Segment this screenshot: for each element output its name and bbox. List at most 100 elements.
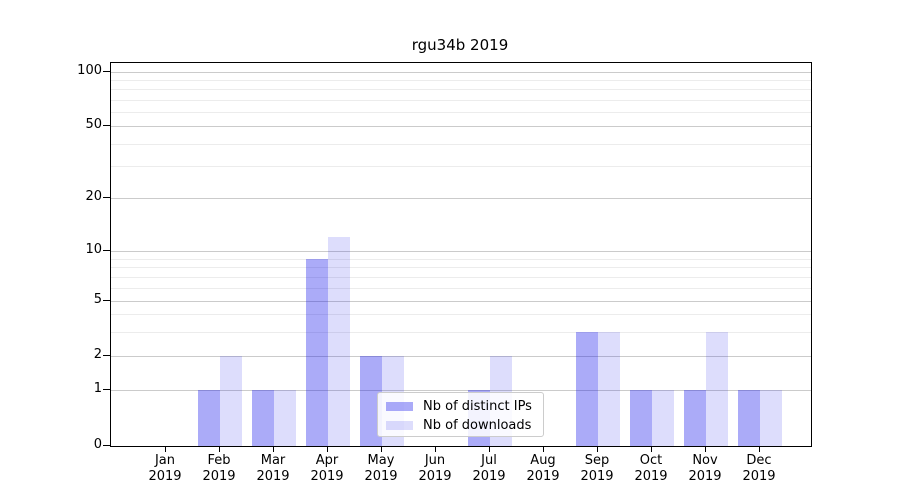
y-axis-tick-label: 5 (93, 292, 102, 307)
bar-distinct-ips (576, 331, 598, 446)
legend: Nb of distinct IPs Nb of downloads (377, 392, 544, 437)
x-axis-tick-label: Sep 2019 (565, 453, 629, 484)
x-axis-year-text: 2019 (202, 468, 236, 484)
gridline-major (111, 72, 811, 73)
legend-swatch-downloads (386, 421, 413, 430)
bar-downloads (706, 331, 728, 446)
legend-swatch-distinct-ips (386, 402, 413, 411)
x-axis-year-text: 2019 (580, 468, 614, 484)
x-tick-mark (165, 446, 166, 452)
y-tick-mark (103, 445, 110, 446)
gridline-minor (111, 89, 811, 91)
x-axis-year-text: 2019 (148, 468, 182, 484)
x-axis-month-text: Nov (692, 453, 718, 468)
bar-distinct-ips (684, 390, 706, 446)
bar-distinct-ips (306, 258, 328, 446)
x-tick-mark (273, 446, 274, 452)
x-axis-tick-label: Aug 2019 (511, 453, 575, 484)
x-tick-mark (381, 446, 382, 452)
y-axis-tick-label: 2 (93, 347, 102, 362)
x-axis-year-text: 2019 (418, 468, 452, 484)
gridline-minor (111, 287, 811, 289)
bar-downloads (760, 390, 782, 446)
x-axis-tick-label: Mar 2019 (241, 453, 305, 484)
x-axis-year-text: 2019 (526, 468, 560, 484)
y-axis-tick-label: 20 (85, 189, 102, 204)
x-axis-tick-label: Oct 2019 (619, 453, 683, 484)
chart-title: rgu34b 2019 (411, 36, 509, 54)
x-axis-month-text: Jun (424, 453, 446, 468)
gridline-major (111, 301, 811, 302)
y-axis-tick-label: 10 (85, 242, 102, 257)
gridline-minor (111, 331, 811, 333)
bar-distinct-ips (252, 390, 274, 446)
x-axis-year-text: 2019 (634, 468, 668, 484)
bar-distinct-ips (630, 390, 652, 446)
x-axis-month-text: Sep (584, 453, 610, 468)
x-axis-tick-label: Feb 2019 (187, 453, 251, 484)
bar-distinct-ips (198, 390, 220, 446)
x-tick-mark (597, 446, 598, 452)
legend-row: Nb of downloads (378, 416, 543, 435)
y-tick-mark (103, 250, 110, 251)
gridline-minor (111, 166, 811, 168)
x-tick-mark (759, 446, 760, 452)
x-tick-mark (219, 446, 220, 452)
gridline-major (111, 356, 811, 357)
gridline-minor (111, 267, 811, 269)
x-axis-year-text: 2019 (256, 468, 290, 484)
bar-distinct-ips (738, 390, 760, 446)
y-tick-mark (103, 197, 110, 198)
x-axis-year-text: 2019 (310, 468, 344, 484)
x-axis-tick-label: Jan 2019 (133, 453, 197, 484)
gridline-major (111, 390, 811, 391)
gridline-minor (111, 99, 811, 101)
bar-downloads (652, 390, 674, 446)
x-axis-month-text: Dec (746, 453, 772, 468)
x-axis-tick-label: Jun 2019 (403, 453, 467, 484)
x-axis-tick-label: Dec 2019 (727, 453, 791, 484)
x-axis-month-text: Aug (530, 453, 556, 468)
y-axis-tick-label: 100 (77, 63, 102, 78)
x-axis-year-text: 2019 (472, 468, 506, 484)
gridline-minor (111, 143, 811, 145)
bar-distinct-ips (360, 356, 382, 446)
x-axis-year-text: 2019 (742, 468, 776, 484)
y-axis-tick-label: 0 (93, 437, 102, 452)
y-tick-mark (103, 389, 110, 390)
x-axis-month-text: Apr (315, 453, 339, 468)
gridline-minor (111, 258, 811, 260)
gridline-major (111, 126, 811, 127)
x-tick-mark (543, 446, 544, 452)
x-axis-tick-label: May 2019 (349, 453, 413, 484)
y-tick-mark (103, 125, 110, 126)
gridline-major (111, 251, 811, 252)
x-axis-month-text: Feb (207, 453, 231, 468)
y-tick-mark (103, 71, 110, 72)
x-axis-year-text: 2019 (688, 468, 722, 484)
legend-label: Nb of downloads (423, 418, 532, 433)
gridline-minor (111, 80, 811, 82)
legend-label: Nb of distinct IPs (423, 399, 532, 414)
x-axis-tick-label: Nov 2019 (673, 453, 737, 484)
gridline-minor (111, 276, 811, 278)
gridline-minor (111, 314, 811, 316)
plot-area (110, 62, 812, 447)
legend-row: Nb of distinct IPs (378, 397, 543, 416)
x-tick-mark (705, 446, 706, 452)
x-axis-year-text: 2019 (364, 468, 398, 484)
bar-downloads (328, 237, 350, 446)
bar-downloads (274, 390, 296, 446)
x-axis-month-text: Oct (639, 453, 663, 468)
x-tick-mark (489, 446, 490, 452)
y-tick-mark (103, 355, 110, 356)
x-axis-month-text: Jan (154, 453, 176, 468)
y-axis-tick-label: 1 (93, 381, 102, 396)
bar-downloads (598, 331, 620, 446)
x-axis-tick-label: Apr 2019 (295, 453, 359, 484)
x-tick-mark (327, 446, 328, 452)
x-axis-month-text: Jul (481, 453, 497, 468)
x-axis-month-text: Mar (260, 453, 286, 468)
gridline-major (111, 198, 811, 199)
